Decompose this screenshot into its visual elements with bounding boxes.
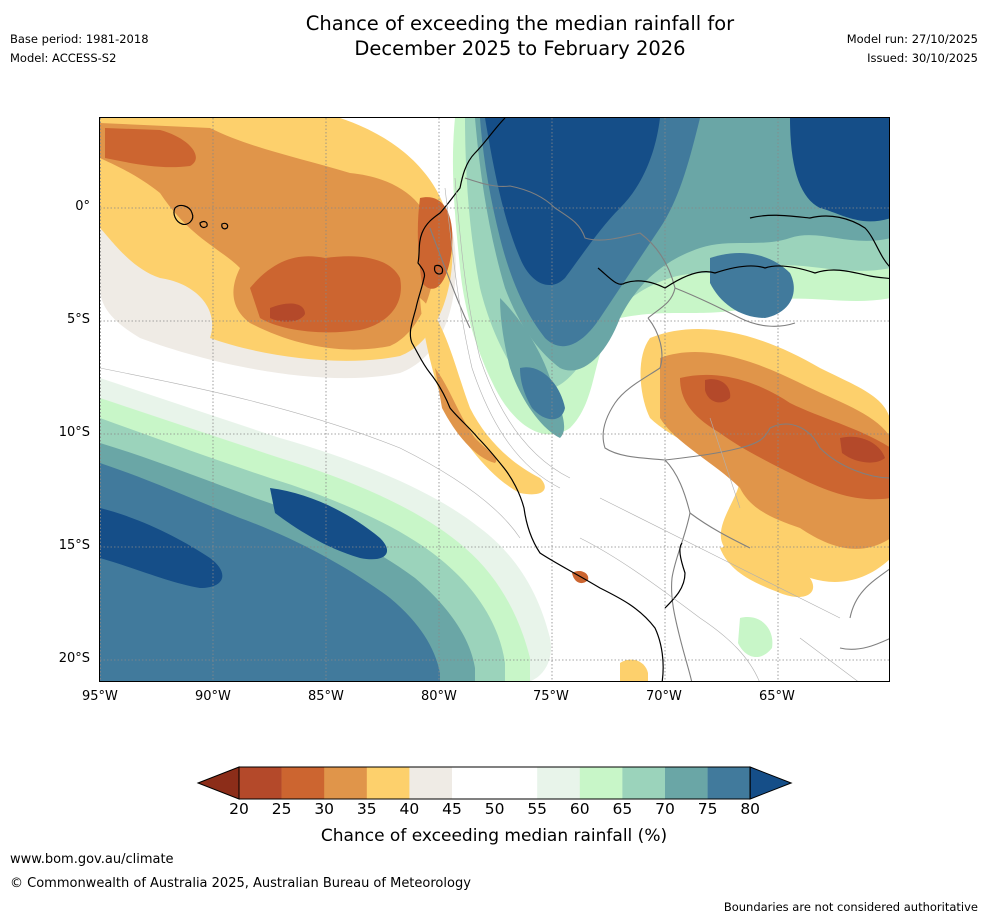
- lat-label-0: 0°: [75, 199, 90, 214]
- lon-label-70w: 70°W: [646, 689, 682, 704]
- coastlines: [173, 118, 889, 681]
- colorbar-swatch: [622, 767, 666, 799]
- colorbar-swatch: [366, 767, 410, 799]
- region-amazon-max: [485, 118, 660, 286]
- colorbar-tick-label: 20: [229, 800, 249, 818]
- colorbar-swatch: [409, 767, 453, 799]
- lat-label-5s: 5°S: [66, 312, 90, 327]
- lon-label-90w: 90°W: [195, 689, 231, 704]
- region-peru-coast-35: [435, 368, 497, 463]
- region-south-pacific-max: [100, 508, 223, 588]
- colorbar-swatch: [239, 767, 282, 799]
- title-line1: Chance of exceeding the median rainfall …: [305, 12, 735, 35]
- region-east-25: [705, 379, 731, 403]
- colorbar-swatch: [494, 767, 538, 799]
- colorbar-tick-label: 80: [740, 800, 761, 818]
- colorbar-tick-label: 40: [399, 800, 420, 818]
- colorbar-extend-low: [196, 766, 240, 800]
- region-amazon-70-east: [710, 253, 794, 318]
- colorbar-swatch: [579, 767, 623, 799]
- colorbar-title: Chance of exceeding median rainfall (%): [320, 826, 668, 846]
- issued-date: Issued: 30/10/2025: [867, 51, 978, 65]
- region-south-pacific-80: [100, 463, 440, 681]
- lat-label-10s: 10°S: [58, 425, 90, 440]
- colorbar-swatches: [196, 766, 793, 800]
- colorbar-tick-label: 35: [356, 800, 377, 818]
- colorbar-tick-label: 70: [655, 800, 675, 818]
- colorbar: [196, 766, 793, 800]
- colorbar-swatch: [537, 767, 581, 799]
- colorbar-tick-label: 25: [271, 800, 292, 818]
- region-altiplano-dry: [720, 545, 814, 598]
- lon-label-95w: 95°W: [82, 689, 118, 704]
- base-period: Base period: 1981-2018: [10, 32, 149, 46]
- colorbar-tick-label: 60: [569, 800, 590, 818]
- colorbar-tick-label: 65: [612, 800, 633, 818]
- country-borders: [429, 177, 889, 681]
- lon-label-65w: 65°W: [759, 689, 795, 704]
- region-amazon-max-east: [790, 118, 889, 222]
- lon-label-85w: 85°W: [308, 689, 344, 704]
- copyright-text: © Commonwealth of Australia 2025, Austra…: [10, 876, 471, 891]
- colorbar-swatch: [452, 767, 495, 799]
- rainfall-map: [99, 117, 890, 682]
- region-peru-interior-80: [520, 367, 565, 420]
- colorbar-swatch: [707, 767, 751, 799]
- colorbar-tick-label: 45: [442, 800, 462, 818]
- lon-label-80w: 80°W: [421, 689, 457, 704]
- colorbar-frame: [238, 766, 751, 800]
- region-east-25b: [840, 436, 885, 463]
- colorbar-swatch: [324, 767, 368, 799]
- colorbar-swatch: [665, 767, 708, 799]
- boundaries-disclaimer: Boundaries are not considered authoritat…: [723, 900, 978, 914]
- colorbar-tick-label: 30: [314, 800, 335, 818]
- lon-label-75w: 75°W: [533, 689, 569, 704]
- colorbar-swatch: [281, 767, 325, 799]
- region-south-dry-spot: [620, 659, 648, 681]
- website-link[interactable]: www.bom.gov.au/climate: [10, 852, 174, 867]
- region-south-pacific-max-b: [270, 488, 388, 560]
- colorbar-tick-label: 55: [527, 800, 548, 818]
- colorbar-extend-high: [749, 766, 793, 800]
- region-east-30: [680, 374, 889, 500]
- model-run: Model run: 27/10/2025: [846, 32, 978, 46]
- lat-label-20s: 20°S: [58, 651, 90, 666]
- colorbar-tick-label: 50: [484, 800, 505, 818]
- map-canvas: [100, 118, 889, 681]
- graticule: [100, 118, 889, 681]
- title-line2: December 2025 to February 2026: [354, 37, 686, 60]
- lat-label-15s: 15°S: [58, 538, 90, 553]
- region-north-ocean-25: [270, 303, 305, 322]
- colorbar-tick-label: 75: [697, 800, 718, 818]
- region-north-ocean-30b: [105, 128, 196, 168]
- contour-lines: [100, 177, 858, 681]
- region-south-wet-spot: [738, 617, 773, 658]
- model-name: Model: ACCESS-S2: [10, 51, 117, 65]
